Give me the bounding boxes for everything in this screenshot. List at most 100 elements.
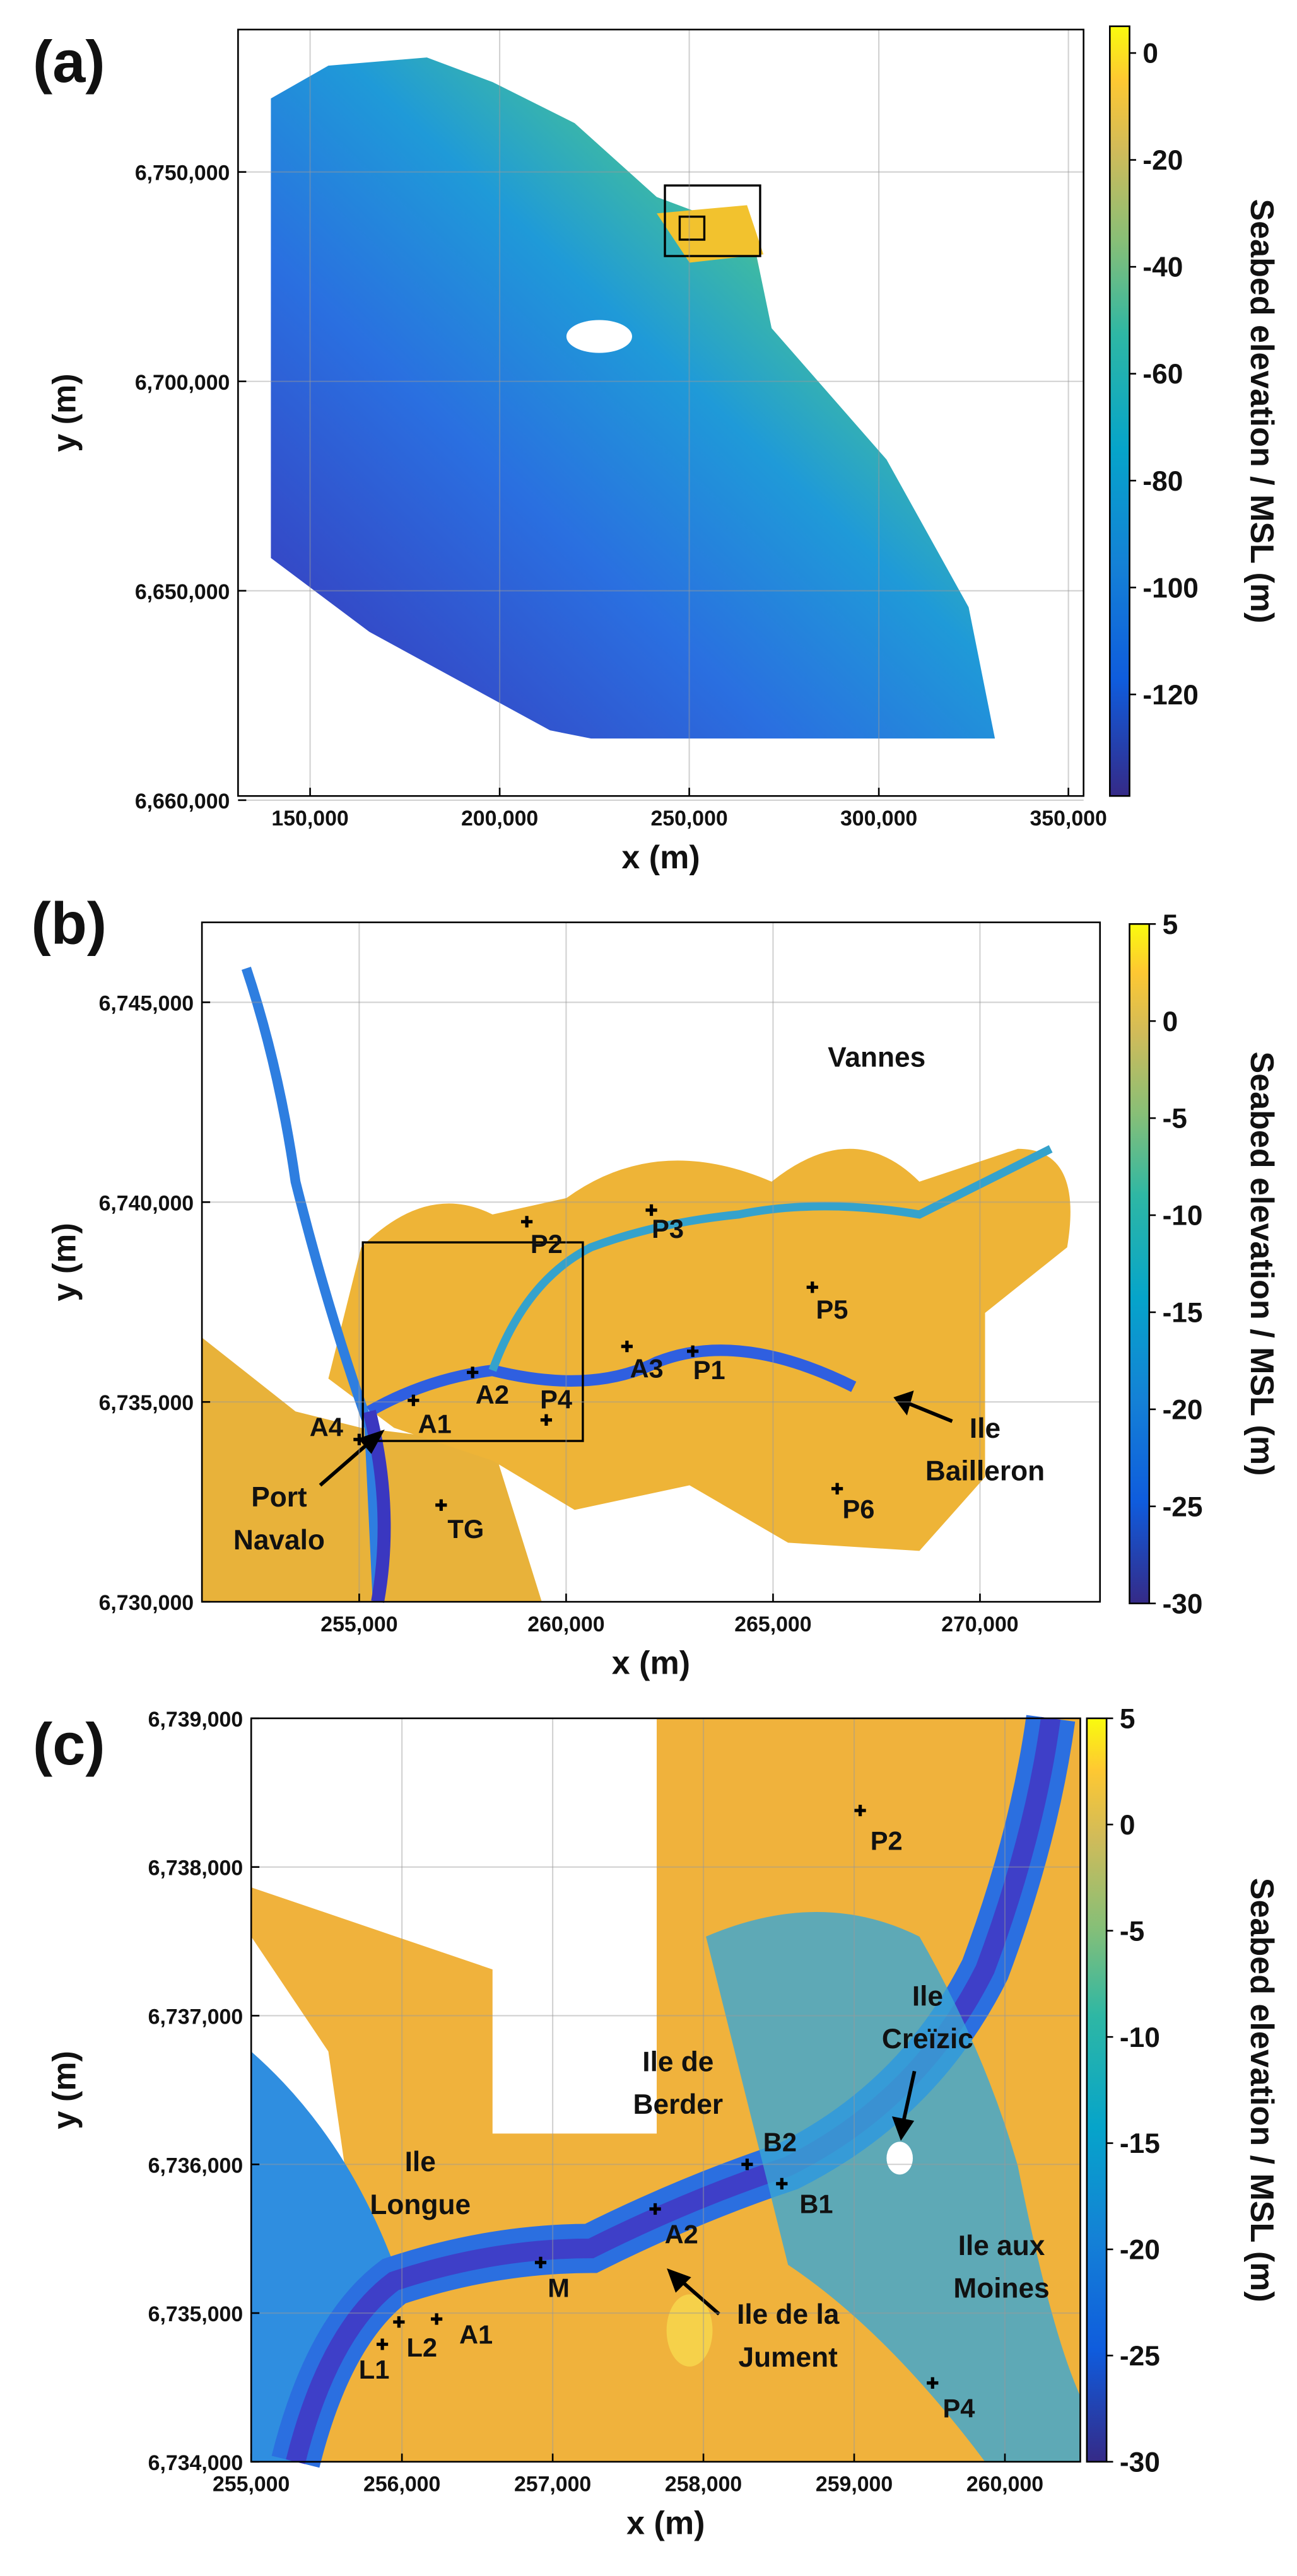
station-marker	[645, 1204, 657, 1216]
colorbar-tick-label: -80	[1142, 466, 1183, 497]
colorbar	[1086, 1717, 1108, 2463]
colorbar-tick-label: 0	[1142, 38, 1158, 69]
station-marker	[806, 1281, 818, 1293]
x-tick-label: 259,000	[816, 2473, 893, 2497]
y-tick-label: 6,740,000	[99, 1191, 194, 1215]
colorbar-tick-label: -60	[1142, 359, 1183, 390]
x-tick-label: 270,000	[941, 1612, 1018, 1636]
arrows	[319, 1390, 953, 2316]
station-label: P6	[842, 1495, 874, 1524]
station-label: TG	[447, 1514, 484, 1544]
y-tick-label: 6,737,000	[148, 2005, 244, 2029]
colorbar-tick-label: -20	[1142, 145, 1183, 176]
station-marker	[408, 1394, 420, 1406]
station-label: A2	[665, 2220, 698, 2249]
station-marker	[540, 1414, 553, 1426]
colorbar-label: Seabed elevation / MSL (m)	[1243, 199, 1280, 623]
annotation: Creïzic	[882, 2024, 973, 2054]
station-marker	[430, 2313, 443, 2325]
colorbar-tick-label: -10	[1163, 1201, 1203, 1232]
colorbar	[1109, 25, 1130, 797]
station-label: P1	[693, 1355, 725, 1385]
station-marker	[621, 1341, 633, 1353]
station-label: P4	[942, 2394, 975, 2423]
axes-frame	[201, 921, 1101, 1603]
colorbar-tick-label: -30	[1120, 2447, 1160, 2478]
colorbar-tick-label: -25	[1120, 2341, 1160, 2372]
annotation: Ile de la	[737, 2299, 840, 2330]
colorbar-tick-label: -15	[1120, 2128, 1160, 2159]
annotation: Ile aux	[958, 2230, 1045, 2261]
station-label: P4	[540, 1385, 572, 1414]
y-axis-label: y (m)	[47, 373, 83, 452]
colorbar-tick-label: -5	[1120, 1916, 1144, 1947]
y-tick-label: 6,700,000	[135, 371, 230, 395]
axes-frame	[237, 28, 1084, 797]
colorbar-label: Seabed elevation / MSL (m)	[1243, 1052, 1280, 1476]
annotation: Vannes	[828, 1042, 925, 1073]
station-label: A1	[418, 1409, 452, 1439]
station-marker	[776, 2177, 788, 2190]
station-marker	[393, 2316, 405, 2328]
annotation: Ile	[912, 1981, 943, 2012]
colorbar-tick-label: -100	[1142, 573, 1199, 603]
annotation: Bailleron	[925, 1456, 1045, 1487]
annotation: Berder	[633, 2089, 724, 2120]
station-label: P2	[531, 1229, 563, 1259]
x-axis-label: x (m)	[621, 839, 700, 876]
station-label: L2	[407, 2333, 438, 2362]
terrain-a	[271, 57, 995, 739]
x-tick-label: 200,000	[461, 807, 538, 830]
y-tick-label: 6,736,000	[148, 2153, 244, 2177]
x-tick-label: 350,000	[1030, 807, 1106, 830]
station-marker	[435, 1499, 447, 1511]
boxes	[361, 184, 761, 1442]
station-label: L1	[359, 2355, 390, 2384]
station-marker	[927, 2377, 939, 2389]
x-axis-label: x (m)	[626, 2505, 705, 2541]
colorbar-tick-label: -25	[1163, 1491, 1203, 1522]
colorbar-label: Seabed elevation / MSL (m)	[1243, 1878, 1280, 2302]
station-marker	[854, 1804, 866, 1817]
colorbar-tick-label: -5	[1163, 1104, 1187, 1134]
station-label: A1	[459, 2320, 493, 2350]
colorbar	[1129, 923, 1151, 1605]
station-marker	[467, 1367, 479, 1378]
terrain-c	[251, 1715, 1081, 2468]
annotation: Navalo	[233, 1525, 325, 1556]
station-label: A4	[310, 1413, 343, 1442]
y-tick-label: 6,745,000	[99, 991, 194, 1015]
annotation: Port	[251, 1482, 307, 1513]
x-tick-label: 256,000	[363, 2473, 440, 2497]
station-label: A3	[630, 1354, 663, 1384]
annotation: Longue	[370, 2189, 471, 2220]
x-tick-label: 300,000	[840, 807, 917, 830]
y-tick-label: 6,750,000	[135, 161, 230, 185]
y-tick-label: 6,650,000	[135, 580, 230, 604]
station-label: P5	[816, 1295, 848, 1324]
y-tick-label: 6,660,000	[135, 790, 230, 813]
station-label: A2	[476, 1380, 509, 1409]
x-tick-label: 150,000	[271, 807, 348, 830]
x-axis-label: x (m)	[612, 1645, 690, 1682]
colorbar-tick-label: -20	[1163, 1394, 1203, 1425]
colorbar-tick-label: -20	[1120, 2235, 1160, 2266]
station-label: B1	[799, 2189, 833, 2219]
axes-frame	[250, 1717, 1081, 2463]
station-label: P2	[871, 1826, 903, 1856]
x-tick-label: 260,000	[966, 2473, 1043, 2497]
station-marker	[520, 1216, 533, 1228]
y-axis-label: y (m)	[47, 1223, 83, 1301]
terrain-b	[202, 967, 1071, 1603]
station-label: P3	[652, 1214, 684, 1244]
x-tick-label: 255,000	[213, 2473, 290, 2497]
annotation: Ile de	[642, 2046, 713, 2077]
station-label: B2	[763, 2127, 797, 2157]
station-marker	[376, 2338, 389, 2350]
x-tick-label: 258,000	[665, 2473, 742, 2497]
x-tick-label: 250,000	[650, 807, 727, 830]
x-tick-label: 260,000	[527, 1612, 604, 1636]
station-marker	[649, 2203, 661, 2215]
